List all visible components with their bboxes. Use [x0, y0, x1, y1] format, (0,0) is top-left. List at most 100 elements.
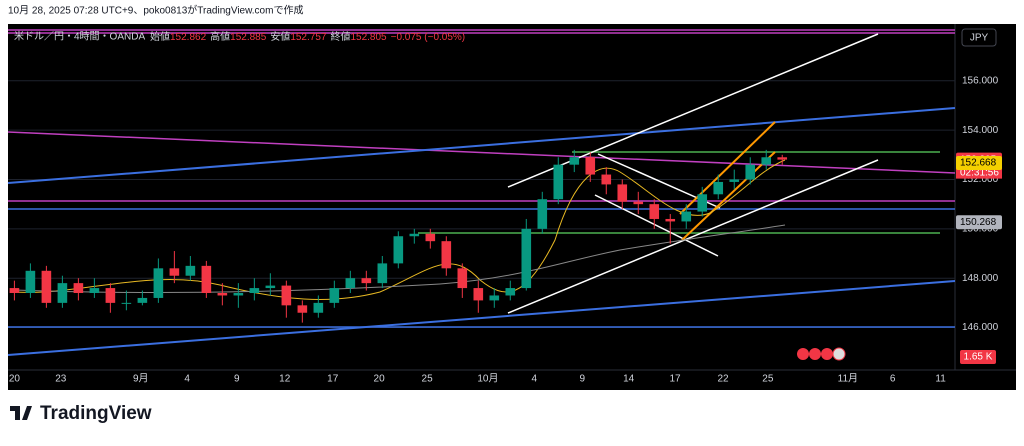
event-icons — [797, 347, 846, 361]
candle-body — [585, 157, 596, 175]
candle-body — [553, 164, 564, 200]
x-tick-label: 12 — [279, 374, 291, 385]
trendline — [7, 107, 956, 184]
candle-body — [281, 285, 292, 306]
candle-body — [633, 201, 644, 205]
candle-body — [377, 263, 388, 284]
candle-body — [601, 174, 612, 185]
candle-body — [121, 302, 132, 304]
candle-body — [233, 293, 244, 296]
candle-body — [185, 265, 196, 276]
volume-label: 1.65 K — [964, 352, 993, 363]
x-tick-label: 23 — [55, 374, 67, 385]
label: 始値 — [150, 30, 170, 43]
channel-line — [681, 151, 776, 241]
channel-line — [507, 159, 879, 314]
candle-body — [681, 211, 692, 222]
brand: TradingView — [40, 403, 152, 424]
x-tick-label: 9 — [579, 374, 585, 385]
x-tick-label: 6 — [890, 374, 896, 385]
value: 152.805 — [350, 32, 387, 43]
value: 152.757 — [290, 32, 327, 43]
x-tick-label: 9月 — [133, 373, 149, 385]
x-tick-label: 11月 — [838, 373, 858, 385]
candle-body — [665, 218, 676, 222]
y-tick-label: 154.000 — [962, 125, 999, 136]
candle-body — [777, 157, 788, 160]
drawings — [7, 29, 956, 356]
candle-body — [713, 181, 724, 195]
chart-panel — [8, 24, 1016, 390]
candle-body — [425, 233, 436, 242]
candle-body — [617, 184, 628, 202]
value: 152.862 — [170, 32, 207, 43]
candle-body — [409, 233, 420, 237]
countdown: 02:31:56 — [960, 167, 999, 178]
x-tick-label: 25 — [422, 374, 434, 385]
candle-body — [697, 194, 708, 212]
y-tick-label: 152.000 — [962, 174, 999, 185]
event-icon — [832, 347, 846, 361]
price-tag-label: 150.268 — [960, 217, 997, 228]
x-tick-label: 4 — [184, 374, 190, 385]
channel-line — [679, 121, 776, 215]
candle-body — [105, 288, 116, 303]
x-tick-label: 14 — [623, 374, 635, 385]
trendline — [7, 131, 956, 174]
x-tick-label: 11 — [935, 374, 946, 385]
candle-body — [57, 283, 68, 303]
candle-body — [473, 288, 484, 301]
candle-body — [489, 295, 500, 301]
candle-body — [457, 268, 468, 289]
currency[interactable]: JPY — [970, 33, 989, 44]
brand-logo — [10, 406, 32, 420]
moving-average — [13, 224, 786, 293]
candle-body — [505, 288, 516, 296]
label: 高値 — [210, 30, 230, 43]
y-tick-label: 146.000 — [962, 322, 999, 333]
candle-body — [201, 265, 212, 294]
candle-body — [761, 157, 772, 165]
label: 安値 — [270, 30, 290, 43]
y-tick-label: 156.000 — [962, 75, 999, 86]
candle-body — [329, 288, 340, 303]
candle-body — [345, 278, 356, 289]
y-tick-label: 148.000 — [962, 273, 999, 284]
candle-body — [25, 270, 36, 294]
x-tick-label: 20 — [374, 374, 386, 385]
symbol: 米ドル／円・4時間・OANDA — [14, 30, 145, 43]
logo-mark — [10, 406, 32, 420]
candle-body — [521, 228, 532, 289]
candle-body — [313, 302, 324, 313]
x-tick-label: 17 — [669, 374, 681, 385]
candle-body — [153, 268, 164, 298]
candle-body — [297, 305, 308, 313]
volume-tag — [960, 350, 996, 364]
x-tick-label: 22 — [717, 374, 729, 385]
candle-body — [217, 293, 228, 296]
candle-body — [745, 164, 756, 180]
event-icon — [797, 348, 809, 360]
ohlc-legend: 始値152.862 高値152.885 安値152.757 終値152.805 −0.0… — [150, 30, 465, 43]
candle-body — [729, 179, 740, 182]
candle-body — [441, 241, 452, 269]
candle-body — [265, 285, 276, 289]
x-tick-label: 17 — [327, 374, 339, 385]
value: 152.885 — [230, 32, 267, 43]
change: −0.075 (−0.05%) — [391, 32, 466, 43]
candle-body — [393, 236, 404, 264]
event-icon — [809, 348, 821, 360]
x-tick-label: 4 — [532, 374, 538, 385]
candle-body — [137, 297, 148, 303]
x-tick-label: 10月 — [477, 373, 498, 385]
candle-body — [169, 268, 180, 276]
x-tick-label: 9 — [234, 374, 240, 385]
candle-body — [649, 204, 660, 219]
currency-button[interactable] — [961, 28, 997, 47]
price-tag-label: 152.668 — [960, 158, 997, 169]
candle-body — [9, 288, 20, 294]
x-tick-label: 20 — [9, 374, 21, 385]
event-icon — [821, 348, 833, 360]
channel-line — [594, 194, 719, 257]
